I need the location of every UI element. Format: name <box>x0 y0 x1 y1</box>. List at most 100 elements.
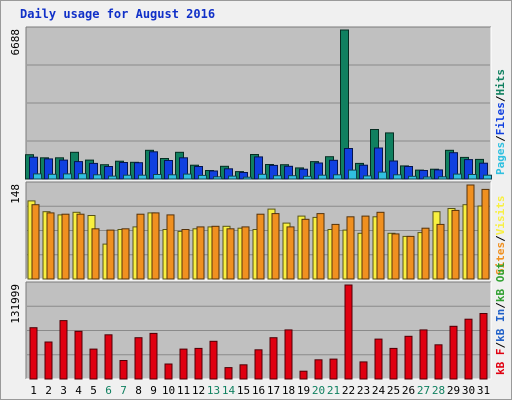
bar-sites-day-17 <box>271 213 280 280</box>
legend-separator: / <box>494 135 507 142</box>
chart-title: Daily usage for August 2016 <box>20 7 216 21</box>
bar-pages-day-30 <box>468 174 477 180</box>
bar-sites-day-30 <box>466 184 475 280</box>
bar-pages-day-7 <box>123 174 132 180</box>
x-tick-day-25: 25 <box>387 384 400 397</box>
bar-pages-day-20 <box>318 174 327 180</box>
x-tick-day-16: 16 <box>252 384 265 397</box>
bar-pages-day-17 <box>273 175 282 180</box>
x-tick-day-13: 13 <box>207 384 220 397</box>
bar-kbytes-day-9 <box>149 332 158 380</box>
x-tick-day-2: 2 <box>45 384 52 397</box>
bar-sites-day-2 <box>46 212 55 280</box>
bar-sites-day-15 <box>241 226 250 280</box>
bar-sites-day-28 <box>436 223 445 280</box>
bar-pages-day-5 <box>93 174 102 180</box>
bar-pages-day-28 <box>438 176 447 180</box>
bar-kbytes-day-18 <box>284 329 293 380</box>
legend-pages: Pages <box>494 142 507 175</box>
bar-sites-day-9 <box>151 212 160 280</box>
x-tick-day-3: 3 <box>60 384 67 397</box>
bar-kbytes-day-13 <box>209 340 218 380</box>
bar-pages-day-11 <box>183 173 192 180</box>
x-tick-day-26: 26 <box>402 384 415 397</box>
bar-kbytes-day-27 <box>419 329 428 380</box>
x-tick-day-20: 20 <box>312 384 325 397</box>
bar-sites-day-27 <box>421 227 430 280</box>
bar-sites-day-31 <box>481 188 490 280</box>
bar-kbytes-day-15 <box>239 364 248 380</box>
bar-pages-day-24 <box>378 171 387 180</box>
bar-kbytes-day-1 <box>29 327 38 380</box>
bar-kbytes-day-4 <box>74 330 83 380</box>
bar-kbytes-day-5 <box>89 348 98 380</box>
x-tick-day-9: 9 <box>150 384 157 397</box>
x-tick-day-5: 5 <box>90 384 97 397</box>
x-tick-day-11: 11 <box>177 384 190 397</box>
bar-sites-day-12 <box>196 226 205 280</box>
bar-sites-day-29 <box>451 209 460 280</box>
x-tick-day-12: 12 <box>192 384 205 397</box>
bar-pages-day-29 <box>453 173 462 180</box>
x-tick-day-19: 19 <box>297 384 310 397</box>
bar-pages-day-23 <box>363 175 372 180</box>
bar-kbytes-day-28 <box>434 344 443 380</box>
bar-sites-day-8 <box>136 213 145 280</box>
x-tick-day-21: 21 <box>327 384 340 397</box>
bar-sites-day-4 <box>76 213 85 280</box>
bar-kbytes-day-29 <box>449 325 458 380</box>
legend-kbytes: kB F <box>494 349 507 376</box>
bar-kbytes-day-3 <box>59 320 68 380</box>
legend-separator: / <box>494 95 507 102</box>
bar-sites-day-16 <box>256 213 265 280</box>
y-max-label-2: 131999 <box>9 284 22 324</box>
x-tick-day-1: 1 <box>30 384 37 397</box>
legend-hits: Hits <box>494 69 507 96</box>
bar-kbytes-day-26 <box>404 335 413 380</box>
bar-kbytes-day-7 <box>119 360 128 380</box>
bar-pages-day-18 <box>288 175 297 180</box>
bar-pages-day-26 <box>408 175 417 180</box>
bar-kbytes-day-23 <box>359 361 368 380</box>
bar-sites-day-13 <box>211 225 220 280</box>
x-tick-day-24: 24 <box>372 384 386 397</box>
x-tick-day-15: 15 <box>237 384 250 397</box>
bar-sites-day-21 <box>331 223 340 280</box>
x-tick-day-30: 30 <box>462 384 475 397</box>
bar-kbytes-day-16 <box>254 349 263 380</box>
bar-pages-day-3 <box>63 173 72 180</box>
bar-kbytes-day-19 <box>299 370 308 380</box>
bar-sites-day-3 <box>61 213 70 280</box>
x-tick-day-7: 7 <box>120 384 127 397</box>
legend-separator: / <box>494 235 507 242</box>
x-tick-day-23: 23 <box>357 384 370 397</box>
legend-separator: / <box>494 302 507 309</box>
legend-kb_in: kB In <box>494 309 507 342</box>
bar-kbytes-day-12 <box>194 347 203 380</box>
bar-sites-day-19 <box>301 218 310 280</box>
bar-pages-day-25 <box>393 174 402 180</box>
bar-pages-day-21 <box>333 174 342 180</box>
bar-sites-day-6 <box>106 229 115 280</box>
bar-sites-day-10 <box>166 214 175 280</box>
bar-kbytes-day-6 <box>104 334 113 380</box>
bar-pages-day-16 <box>258 173 267 180</box>
x-tick-day-10: 10 <box>162 384 175 397</box>
bar-sites-day-18 <box>286 226 295 280</box>
bar-sites-day-11 <box>181 229 190 280</box>
bar-pages-day-14 <box>228 175 237 180</box>
x-tick-day-6: 6 <box>105 384 112 397</box>
bar-pages-day-27 <box>423 176 432 180</box>
bar-sites-day-23 <box>361 215 370 280</box>
bar-sites-day-24 <box>376 211 385 280</box>
bar-pages-day-9 <box>153 174 162 180</box>
x-tick-day-31: 31 <box>477 384 490 397</box>
bar-kbytes-day-31 <box>479 313 488 380</box>
y-max-label-1: 148 <box>9 184 22 204</box>
bar-kbytes-day-21 <box>329 358 338 380</box>
x-tick-day-14: 14 <box>222 384 236 397</box>
bar-pages-day-19 <box>303 175 312 180</box>
bar-pages-day-1 <box>33 173 42 180</box>
bar-pages-day-8 <box>138 174 147 180</box>
